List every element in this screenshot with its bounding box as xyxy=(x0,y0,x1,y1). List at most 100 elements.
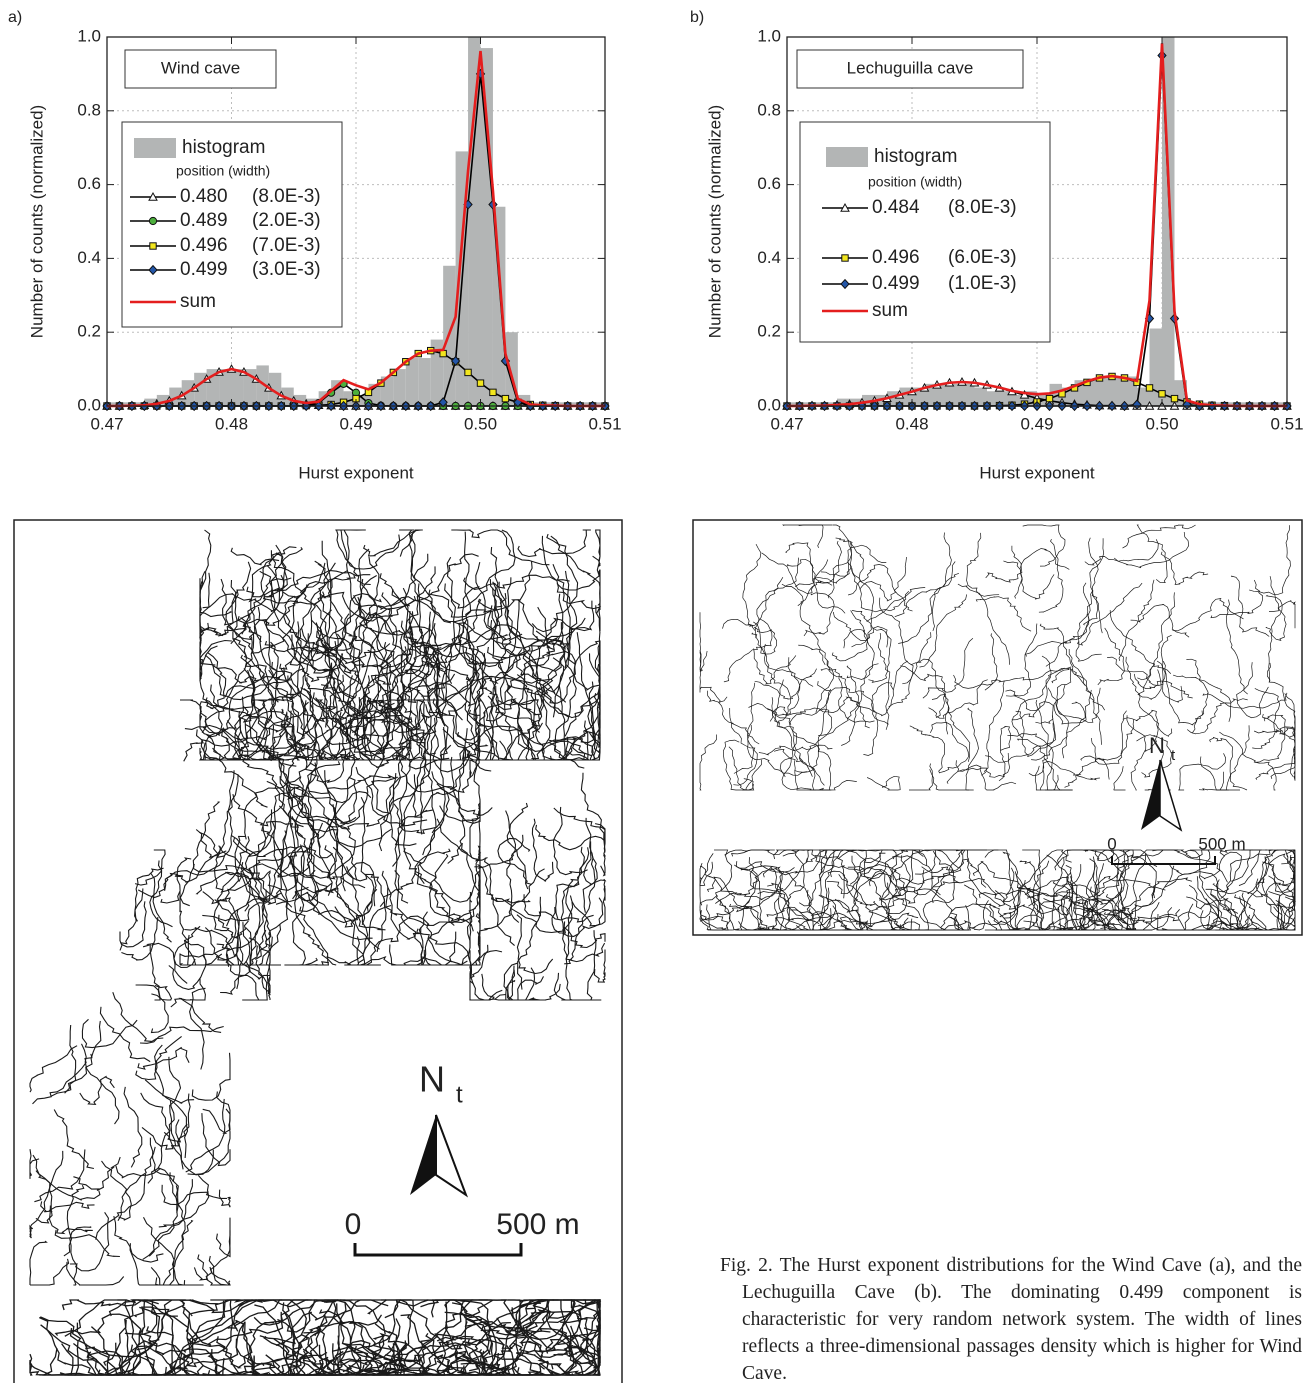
cave-passage xyxy=(1002,851,1043,931)
cave-passage xyxy=(161,1184,228,1206)
cave-passage xyxy=(179,801,221,913)
cave-passage xyxy=(425,1333,478,1376)
cave-passage xyxy=(1089,538,1105,634)
cave-passage xyxy=(1136,524,1168,583)
cave-passage xyxy=(150,873,172,943)
cave-passage xyxy=(291,815,366,889)
cave-passage xyxy=(859,564,913,612)
cave-passage xyxy=(535,630,577,751)
cave-passage xyxy=(1145,876,1212,925)
cave-passage xyxy=(184,926,236,957)
north-subscript: t xyxy=(456,1081,463,1108)
cave-passage xyxy=(307,762,338,880)
cave-passage xyxy=(140,1092,184,1170)
cave-passage xyxy=(29,1240,48,1285)
cave-passage xyxy=(277,1318,362,1376)
cave-passage xyxy=(565,901,574,1001)
cave-passage xyxy=(820,887,861,931)
cave-passage xyxy=(464,1321,601,1357)
cave-passage xyxy=(297,575,377,654)
cave-passage xyxy=(149,944,161,1001)
cave-passage xyxy=(1103,909,1180,926)
cave-passage xyxy=(516,914,554,975)
cave-passage xyxy=(851,587,926,622)
cave-passage xyxy=(831,628,868,662)
cave-passage xyxy=(953,633,998,689)
cave-passage xyxy=(1198,771,1229,791)
cave-passage xyxy=(287,675,345,761)
annotation: Wind cave xyxy=(161,58,240,77)
cave-passage xyxy=(195,729,268,808)
cave-passage xyxy=(79,1075,115,1106)
cave-passage xyxy=(369,628,423,737)
histogram-bar xyxy=(1249,402,1262,406)
cave-passage xyxy=(214,899,237,967)
cave-passage xyxy=(195,774,239,859)
x-tick-label: 0.51 xyxy=(1270,414,1303,433)
cave-passage xyxy=(1014,548,1070,599)
marker xyxy=(501,394,510,403)
cave-passage xyxy=(859,556,907,602)
cave-passage xyxy=(221,701,309,741)
cave-passage xyxy=(175,1119,214,1176)
cave-passage xyxy=(1005,623,1038,697)
cave-passage xyxy=(243,750,314,840)
cave-passage xyxy=(955,760,1017,791)
cave-passage xyxy=(340,556,380,665)
cave-passage xyxy=(198,770,235,859)
cave-passage xyxy=(898,572,960,644)
north-arrow xyxy=(1141,760,1160,830)
histogram-bar xyxy=(962,383,975,406)
cave-passage xyxy=(268,609,333,701)
cave-passage xyxy=(794,690,832,773)
cave-passage xyxy=(225,871,252,927)
histogram-bar xyxy=(1112,376,1125,406)
cave-passage xyxy=(753,621,777,655)
cave-passage xyxy=(326,906,366,966)
marker xyxy=(148,264,158,276)
cave-passage xyxy=(785,542,833,586)
cave-passage xyxy=(155,1277,204,1286)
histogram-bar xyxy=(1087,380,1100,406)
cave-passage xyxy=(213,665,285,684)
cave-passage xyxy=(699,861,714,887)
cave-passage xyxy=(699,909,729,931)
cave-passage xyxy=(1276,903,1296,931)
cave-passage xyxy=(699,857,758,922)
cave-passage xyxy=(204,641,279,701)
cave-passage xyxy=(1083,875,1155,914)
cave-passage xyxy=(820,668,875,723)
cave-passage xyxy=(113,1215,164,1263)
cave-passage xyxy=(491,610,537,730)
histogram-bar xyxy=(799,402,812,406)
cave-passage xyxy=(307,888,378,928)
histogram-bar xyxy=(107,402,120,406)
x-tick-label: 0.47 xyxy=(90,414,123,433)
marker xyxy=(464,368,472,377)
cave-passage xyxy=(275,1299,386,1347)
histogram-bar xyxy=(281,387,294,406)
cave-passage xyxy=(423,701,468,773)
cave-passage xyxy=(242,959,268,1001)
marker xyxy=(149,242,157,250)
cave-passage xyxy=(966,532,1000,597)
y-tick-label: 0.2 xyxy=(757,322,781,341)
cave-passage xyxy=(1077,582,1143,646)
cave-passage xyxy=(552,570,571,718)
y-tick-label: 0.8 xyxy=(757,100,781,119)
cave-passage xyxy=(586,930,602,1001)
cave-passage xyxy=(1026,892,1118,930)
cave-passage xyxy=(1032,860,1072,915)
cave-passage xyxy=(396,1299,492,1307)
cave-passage xyxy=(144,1079,189,1159)
cave-passage xyxy=(751,632,814,687)
cave-passage xyxy=(246,569,371,598)
cave-passage xyxy=(182,1319,259,1376)
cave-passage xyxy=(862,849,928,875)
scale-label: 500 m xyxy=(496,1208,579,1241)
cave-passage xyxy=(237,830,287,900)
cave-passage xyxy=(1003,560,1055,600)
cave-passage xyxy=(1265,576,1287,641)
cave-passage xyxy=(487,636,575,665)
cave-passage xyxy=(850,660,908,717)
